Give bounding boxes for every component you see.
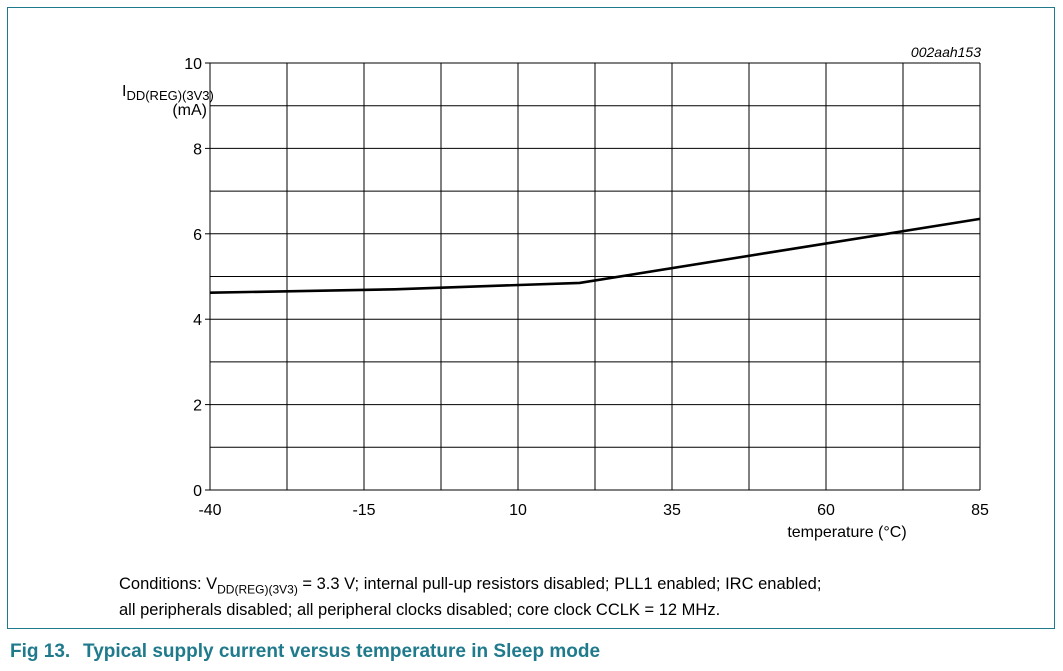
- y-tick-label: 2: [193, 398, 202, 415]
- grid: [205, 62, 981, 491]
- x-tick-label: 35: [663, 502, 681, 519]
- figure-title: Typical supply current versus temperatur…: [83, 641, 601, 662]
- y-tick-label: 8: [193, 141, 202, 158]
- x-tick-label: -40: [198, 502, 221, 519]
- y-axis-label-main: I: [122, 83, 126, 100]
- x-axis-label: temperature (°C): [787, 524, 906, 541]
- y-axis-unit: (mA): [172, 102, 207, 119]
- x-tick-label: 85: [971, 502, 989, 519]
- conditions-line-1-rest: = 3.3 V; internal pull-up resistors disa…: [297, 575, 822, 593]
- conditions-prefix: Conditions: V: [119, 575, 218, 593]
- conditions-line-2: all peripherals disabled; all peripheral…: [119, 601, 721, 620]
- y-axis-label-sub: DD(REG)(3V3): [126, 88, 213, 103]
- y-tick-label: 10: [184, 56, 202, 73]
- conditions-line-1: Conditions: VDD(REG)(3V3) = 3.3 V; inter…: [119, 574, 1049, 600]
- y-tick-label: 0: [193, 483, 202, 500]
- figure-id: 002aah153: [911, 44, 981, 60]
- chart: -40 -15 10 35 60 85 0 2 4 6 8 10 002aah153 IDD(REG…: [122, 44, 989, 541]
- series-line: [209, 217, 981, 294]
- conditions-note: Conditions: VDD(REG)(3V3) = 3.3 V; inter…: [119, 574, 1049, 621]
- x-tick-label: 60: [817, 502, 835, 519]
- x-tick-labels: -40 -15 10 35 60 85: [198, 502, 989, 519]
- y-axis-label: IDD(REG)(3V3): [122, 83, 214, 103]
- conditions-sub: DD(REG)(3V3): [217, 582, 298, 597]
- figure-number: Fig 13.: [10, 641, 71, 662]
- y-tick-label: 4: [193, 312, 202, 329]
- x-tick-label: 10: [509, 502, 527, 519]
- x-tick-label: -15: [352, 502, 375, 519]
- y-tick-label: 6: [193, 227, 202, 244]
- figure-caption: Fig 13. Typical supply current versus tem…: [10, 641, 600, 663]
- y-tick-labels: 0 2 4 6 8 10: [184, 56, 202, 500]
- figure-frame: [7, 7, 1055, 629]
